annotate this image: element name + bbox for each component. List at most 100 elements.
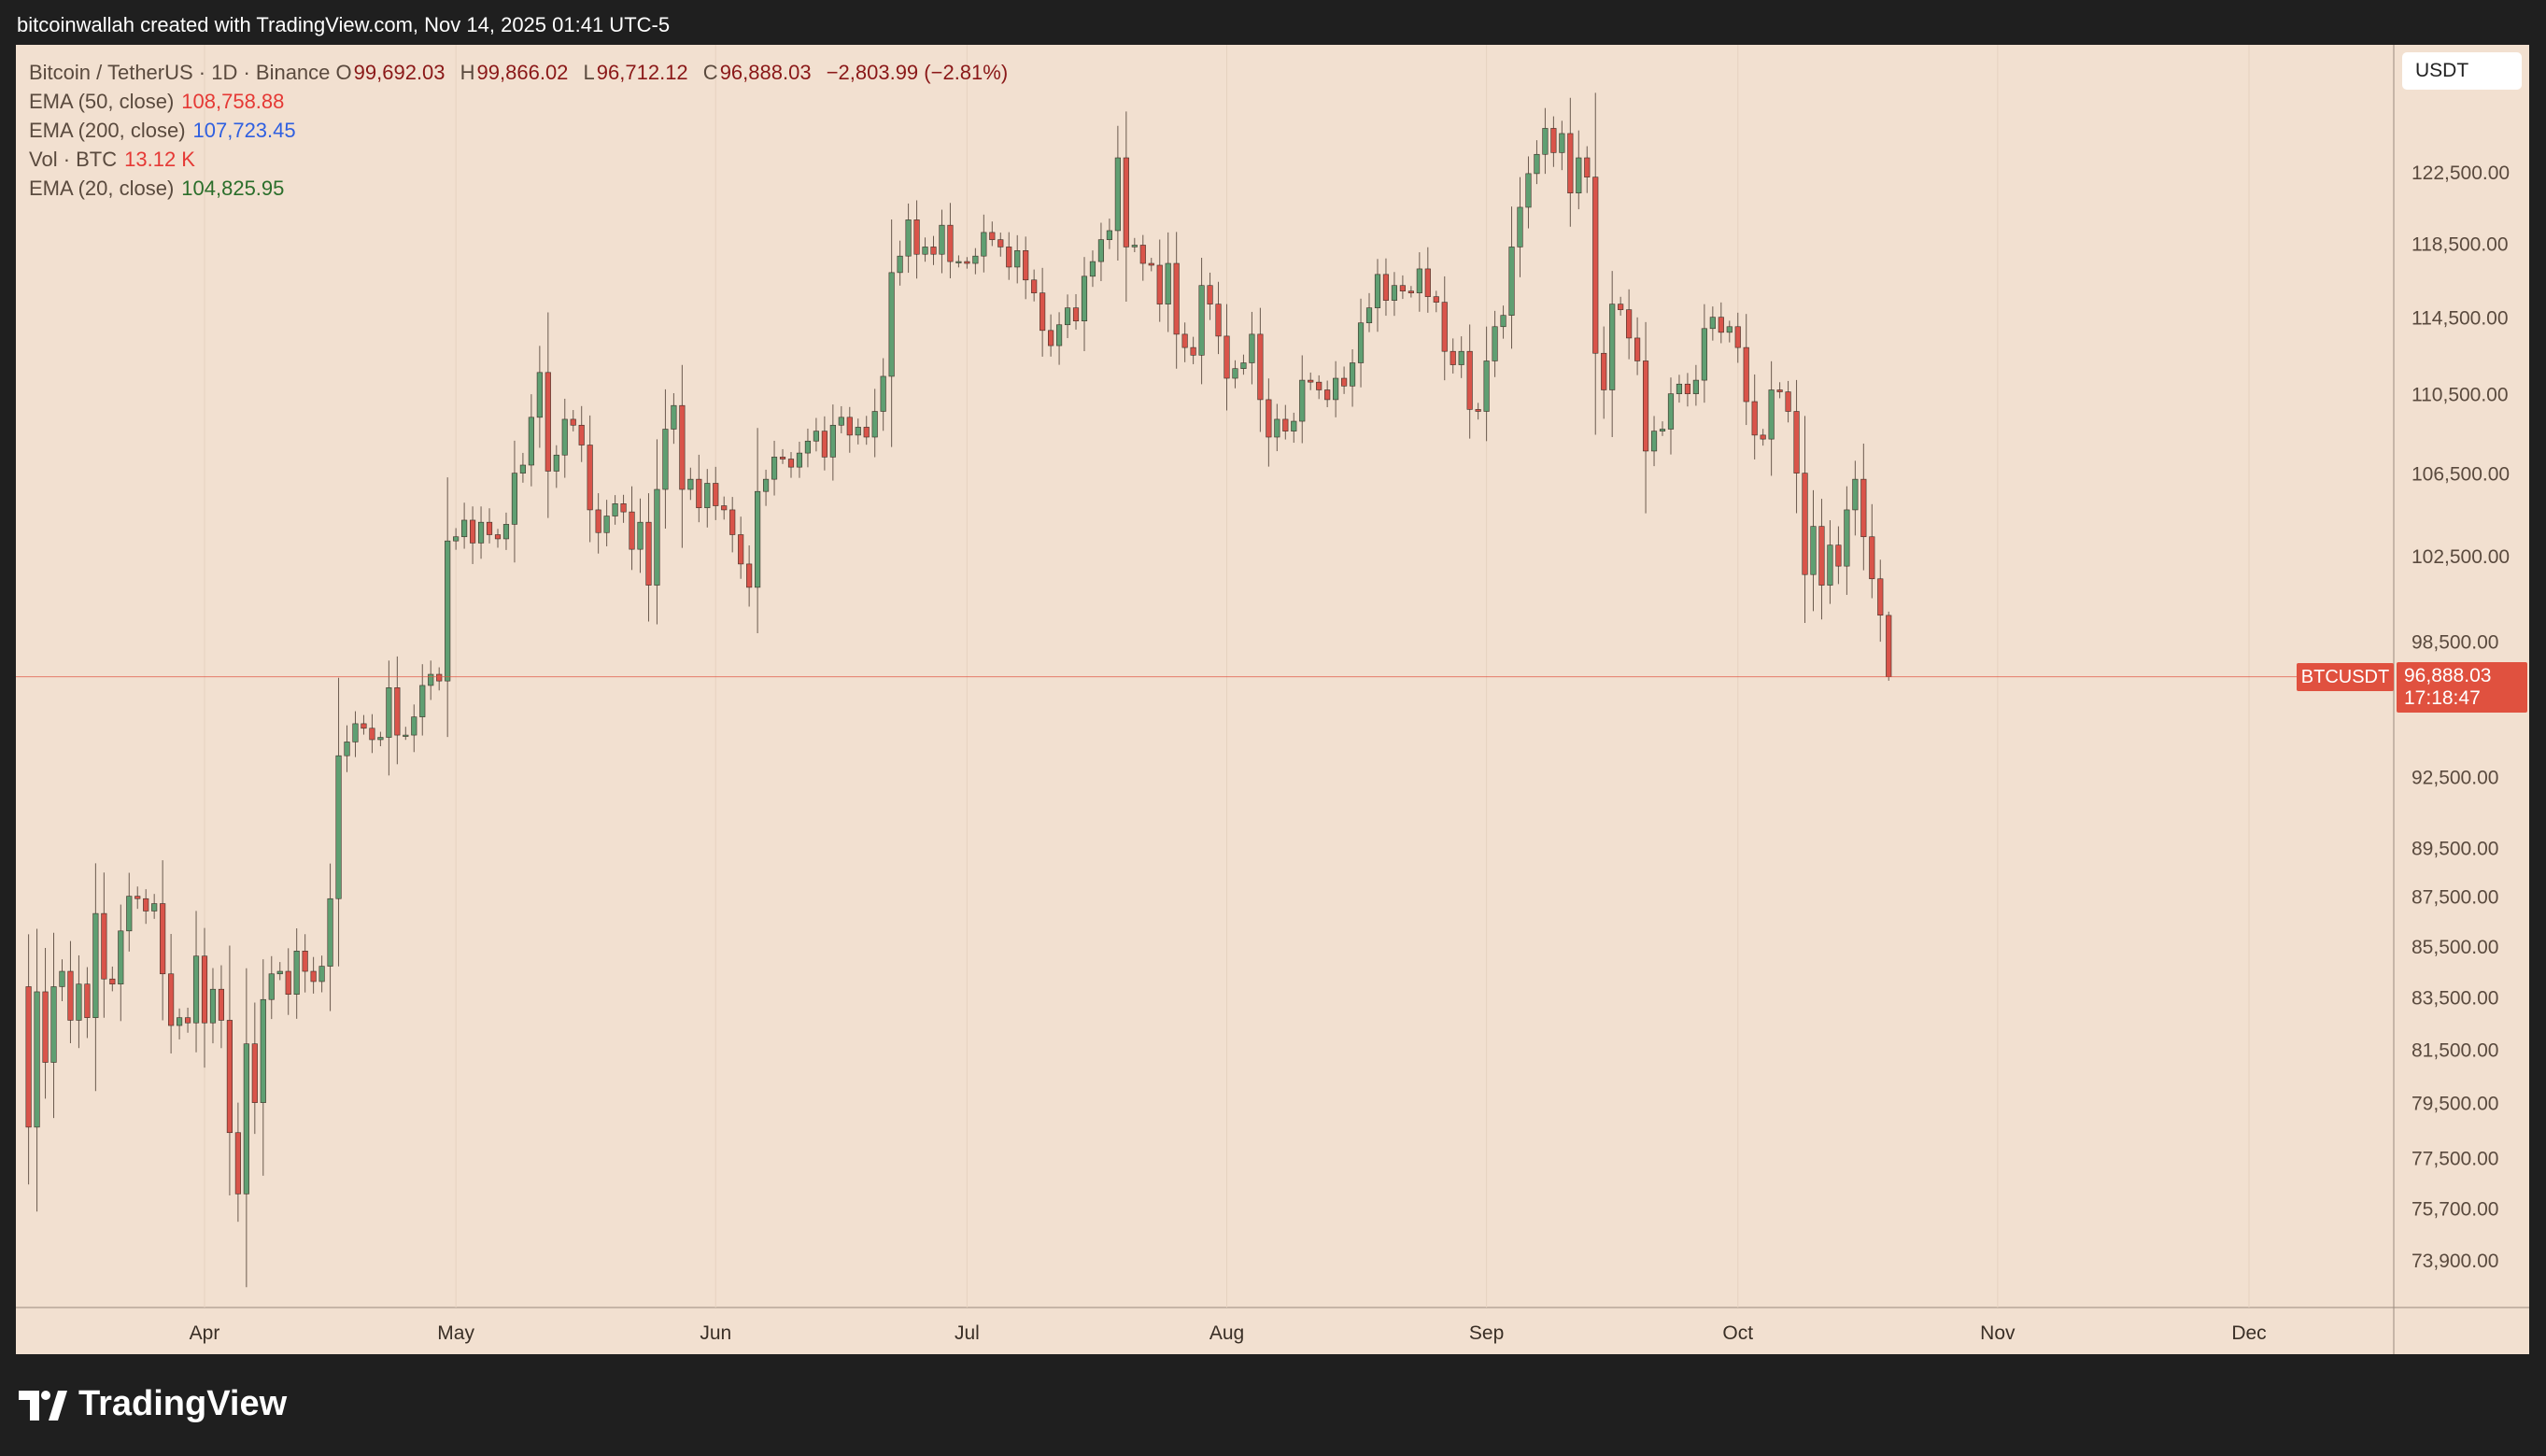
candle-body — [1584, 157, 1591, 177]
price-tick-label: 79,500.00 — [2412, 1094, 2498, 1115]
candle-body — [662, 429, 669, 490]
candle-body — [1215, 304, 1222, 337]
candle-body — [1123, 157, 1129, 247]
candle-body — [1165, 262, 1171, 304]
candle-body — [1308, 379, 1314, 383]
candle-body — [1844, 509, 1850, 567]
price-tick-label: 87,500.00 — [2412, 887, 2498, 909]
candle-body — [470, 519, 476, 544]
candle-body — [486, 521, 493, 535]
candle-body — [494, 534, 502, 540]
candle-body — [453, 536, 460, 542]
candle-body — [310, 970, 317, 982]
candle-body — [947, 224, 954, 262]
candle-body — [209, 988, 217, 1024]
price-tick-label: 85,500.00 — [2412, 937, 2498, 958]
candle-body — [1684, 383, 1691, 394]
candle-body — [201, 955, 208, 1024]
candle-body — [268, 973, 275, 1000]
legend-ema50-row[interactable]: EMA (50, close) 108,758.88 — [29, 87, 1008, 116]
candle-body — [1718, 317, 1724, 333]
candle-body — [519, 464, 526, 474]
candle-body — [25, 986, 32, 1128]
candle-body — [1316, 381, 1323, 390]
candle-body — [696, 478, 702, 509]
ema200-value: 107,723.45 — [192, 119, 296, 142]
symbol-price-tag: BTCUSDT — [2297, 663, 2394, 691]
candle-body — [1450, 350, 1456, 365]
price-chart[interactable]: 122,500.00 118,500.00 114,500.00 110,500.00… — [16, 45, 2529, 1354]
candle-body — [276, 970, 283, 975]
time-tick-label: Oct — [1722, 1322, 1753, 1344]
candle-body — [1886, 615, 1892, 677]
candle-body — [369, 728, 375, 741]
price-tick-label: 106,500.00 — [2412, 464, 2510, 486]
candle-body — [1517, 206, 1523, 247]
candle-body — [1399, 285, 1406, 291]
currency-button[interactable]: USDT — [2402, 52, 2522, 90]
price-tick-label: 89,500.00 — [2412, 839, 2498, 860]
candle-body — [1416, 268, 1422, 293]
time-tick-label: Jun — [700, 1322, 731, 1344]
price-tick-label: 118,500.00 — [2412, 234, 2509, 256]
candle-body — [1768, 389, 1775, 440]
ema20-label: EMA (20, close) — [29, 177, 175, 200]
candle-body — [84, 983, 91, 1018]
candle-body — [1433, 296, 1439, 303]
candle-body — [536, 372, 543, 418]
candle-body — [595, 509, 601, 533]
legend-ema200-row[interactable]: EMA (200, close) 107,723.45 — [29, 116, 1008, 145]
candle-body — [1726, 326, 1733, 333]
volume-label: Vol · BTC — [29, 148, 118, 171]
candle-body — [260, 998, 266, 1103]
candle-body — [796, 452, 803, 468]
candle-body — [1618, 304, 1624, 310]
candle-body — [192, 955, 200, 1024]
candle-body — [787, 459, 795, 468]
candle-body — [1751, 401, 1758, 436]
candle-body — [755, 490, 761, 588]
candle-body — [846, 417, 853, 436]
candle-body — [160, 903, 166, 975]
price-tick-label: 77,500.00 — [2412, 1148, 2498, 1169]
candle-body — [603, 516, 610, 533]
candle-body — [184, 1017, 191, 1024]
candle-body — [1634, 337, 1641, 361]
legend-change: −2,803.99 (−2.81%) — [826, 61, 1009, 84]
candle-body — [888, 272, 895, 377]
candle-body — [1592, 177, 1599, 354]
time-tick-label: Dec — [2231, 1322, 2266, 1344]
candle-body — [92, 912, 99, 1018]
candle-body — [704, 483, 711, 509]
candle-body — [1382, 274, 1390, 301]
candle-body — [1190, 346, 1196, 356]
candle-body — [738, 534, 744, 565]
candle-body — [285, 970, 291, 996]
candle-body — [1877, 578, 1884, 616]
candle-body — [871, 411, 878, 438]
price-tick-label: 75,700.00 — [2412, 1199, 2498, 1221]
candle-body — [1835, 544, 1842, 567]
candle-body — [1475, 409, 1481, 412]
candle-body — [1567, 133, 1574, 193]
candle-body — [1040, 292, 1046, 332]
candle-body — [511, 473, 518, 525]
price-tick-label: 110,500.00 — [2412, 385, 2509, 406]
candle-body — [620, 503, 627, 513]
candle-body — [1642, 360, 1649, 452]
legend-symbol-row: Bitcoin / TetherUS · 1D · Binance O99,69… — [29, 58, 1008, 87]
candle-body — [1357, 322, 1365, 363]
candle-body — [403, 734, 409, 737]
candle-body — [922, 247, 928, 255]
candle-body — [1650, 431, 1658, 452]
candle-body — [1139, 245, 1146, 264]
legend-ema20-row[interactable]: EMA (20, close) 104,825.95 — [29, 174, 1008, 203]
candle-body — [981, 232, 987, 257]
candle-body — [1274, 418, 1280, 438]
candle-body — [880, 375, 886, 412]
candle-body — [1148, 262, 1154, 266]
legend-volume-row[interactable]: Vol · BTC 13.12 K — [29, 145, 1008, 174]
candle-body — [42, 991, 49, 1063]
chart-panel[interactable]: 122,500.00 118,500.00 114,500.00 110,500.00… — [16, 45, 2529, 1354]
candle-body — [302, 951, 308, 972]
